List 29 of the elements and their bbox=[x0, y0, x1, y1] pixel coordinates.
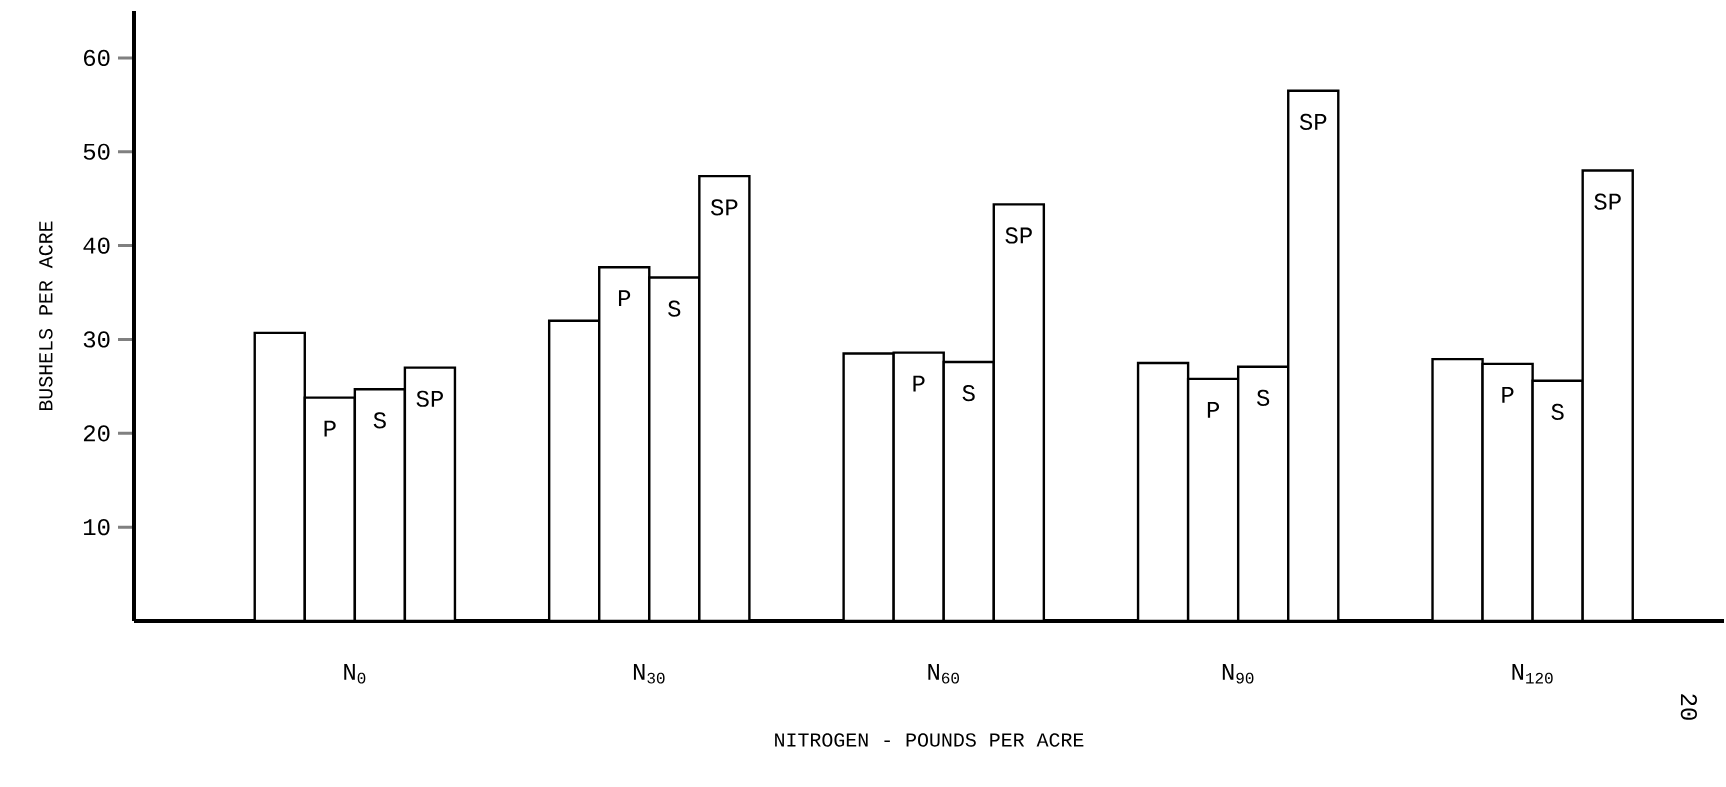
x-tick-label: N$_{90}$ bbox=[1222, 664, 1254, 684]
y-tick-label: 20 bbox=[83, 425, 110, 442]
y-tick-label: 30 bbox=[83, 331, 110, 348]
x-tick-label: N$_{30}$ bbox=[633, 664, 665, 684]
x-tick-label: N$_{60}$ bbox=[928, 664, 959, 684]
text: S bbox=[373, 412, 386, 429]
x-tick-label: N$_{120}$ bbox=[1512, 664, 1553, 684]
text: P bbox=[913, 375, 925, 392]
series-label: P bbox=[618, 290, 631, 306]
y-axis-title: BUSHELS PER ACRE bbox=[39, 221, 53, 411]
series-label: SP bbox=[1005, 227, 1032, 244]
x-tick-label: N$_{0}$ bbox=[344, 664, 366, 684]
y-tick-label: 10 bbox=[83, 519, 110, 536]
y-tick-label: 60 bbox=[84, 49, 110, 67]
text: 20 bbox=[1680, 694, 1697, 720]
text: S bbox=[1256, 389, 1270, 406]
text: P bbox=[324, 420, 336, 437]
text: S bbox=[668, 300, 681, 317]
text: SP bbox=[1594, 193, 1621, 210]
series-label: S bbox=[962, 385, 975, 402]
text: P bbox=[1502, 386, 1514, 403]
y-tick-label: 50 bbox=[83, 143, 110, 160]
x-axis-title: NITROGEN - POUNDS PER ACRE bbox=[775, 733, 1084, 747]
text: SP bbox=[416, 390, 443, 407]
text: P bbox=[1207, 401, 1220, 418]
text: S bbox=[1551, 403, 1564, 421]
text: SP bbox=[710, 199, 738, 216]
y-tick-label: 40 bbox=[83, 237, 110, 254]
text: SP bbox=[1299, 113, 1327, 131]
